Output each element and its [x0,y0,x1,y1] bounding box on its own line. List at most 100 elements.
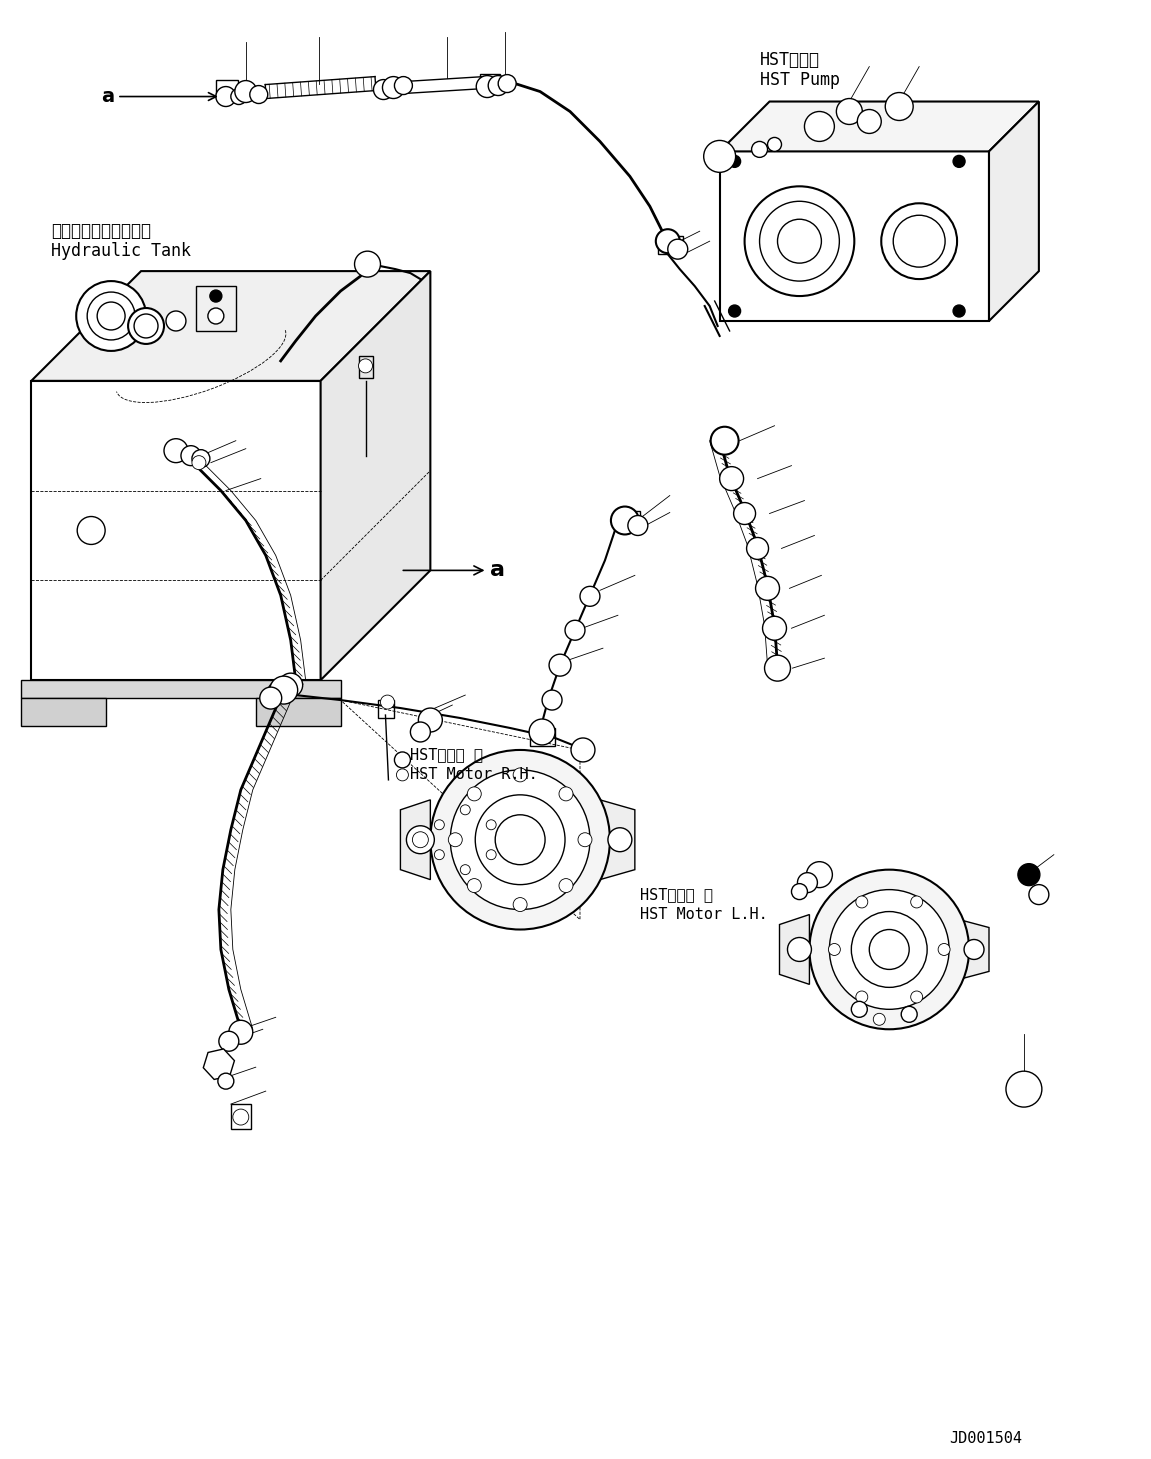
Bar [216,80,238,98]
Circle shape [76,282,146,352]
Circle shape [807,862,832,887]
Circle shape [235,80,257,102]
Circle shape [805,111,834,142]
Circle shape [434,820,444,830]
Circle shape [559,878,573,893]
Circle shape [450,770,590,909]
Circle shape [953,305,965,317]
Circle shape [578,833,592,846]
Circle shape [787,938,811,961]
Circle shape [755,576,779,600]
Circle shape [128,308,163,344]
Circle shape [434,849,444,859]
Bar [358,356,373,378]
Polygon shape [989,102,1039,321]
Text: HST Motor L.H.: HST Motor L.H. [640,907,768,922]
Circle shape [477,76,498,98]
Circle shape [166,311,186,331]
Circle shape [768,137,782,152]
Circle shape [231,89,246,105]
Text: HSTモータ 左: HSTモータ 左 [640,887,712,902]
Circle shape [382,76,404,99]
Circle shape [1029,884,1049,905]
Circle shape [559,786,573,801]
Circle shape [729,305,740,317]
Circle shape [856,991,868,1002]
Circle shape [882,203,958,279]
Circle shape [829,944,840,956]
Bar [379,700,395,718]
Text: HSTポンプ: HSTポンプ [760,51,820,69]
Circle shape [529,719,555,746]
Circle shape [885,92,913,121]
Circle shape [778,219,822,263]
Circle shape [279,673,303,697]
Circle shape [448,833,463,846]
Circle shape [837,99,862,124]
Circle shape [565,620,585,641]
Circle shape [938,944,950,956]
Circle shape [542,690,562,711]
Circle shape [1006,1071,1042,1107]
Text: HST Pump: HST Pump [760,70,839,89]
Circle shape [269,676,298,705]
Bar [658,236,683,254]
Circle shape [869,929,909,969]
Polygon shape [321,271,430,680]
Circle shape [373,80,394,99]
Circle shape [910,991,923,1002]
Bar [480,73,501,92]
Text: ハイドロリックタンク: ハイドロリックタンク [52,222,151,241]
Circle shape [488,76,508,95]
Circle shape [97,302,125,330]
Circle shape [874,1014,885,1026]
Circle shape [418,708,442,732]
Circle shape [475,795,565,884]
Circle shape [953,156,965,168]
Circle shape [358,359,373,374]
Circle shape [792,884,808,900]
Circle shape [608,827,632,852]
Circle shape [1017,864,1039,886]
Circle shape [856,896,868,907]
Bar [22,680,341,697]
Circle shape [208,308,223,324]
Bar [231,1104,251,1129]
Circle shape [733,502,755,524]
Circle shape [163,439,188,463]
Text: JD001504: JD001504 [950,1431,1022,1446]
Circle shape [852,912,928,988]
Circle shape [467,786,481,801]
Circle shape [580,587,600,607]
Circle shape [764,655,791,681]
Circle shape [965,940,984,960]
Circle shape [498,74,516,92]
Circle shape [467,878,481,893]
Circle shape [549,654,571,676]
Polygon shape [31,271,430,381]
Circle shape [763,616,786,641]
Circle shape [628,515,648,535]
Circle shape [460,865,471,874]
Circle shape [355,251,381,277]
Polygon shape [401,800,430,880]
Circle shape [233,1109,249,1125]
Polygon shape [779,915,809,985]
Circle shape [611,506,639,534]
Circle shape [495,814,546,865]
Circle shape [250,86,268,104]
Circle shape [134,314,158,338]
Circle shape [260,687,282,709]
Circle shape [77,516,105,544]
Circle shape [798,872,817,893]
Bar [196,286,236,331]
Bar [256,697,341,727]
Circle shape [752,142,768,158]
Circle shape [268,681,290,703]
Text: a: a [403,560,505,581]
Bar [22,697,106,727]
Circle shape [396,769,409,781]
Circle shape [486,849,496,859]
Circle shape [760,201,839,282]
Circle shape [656,229,680,254]
